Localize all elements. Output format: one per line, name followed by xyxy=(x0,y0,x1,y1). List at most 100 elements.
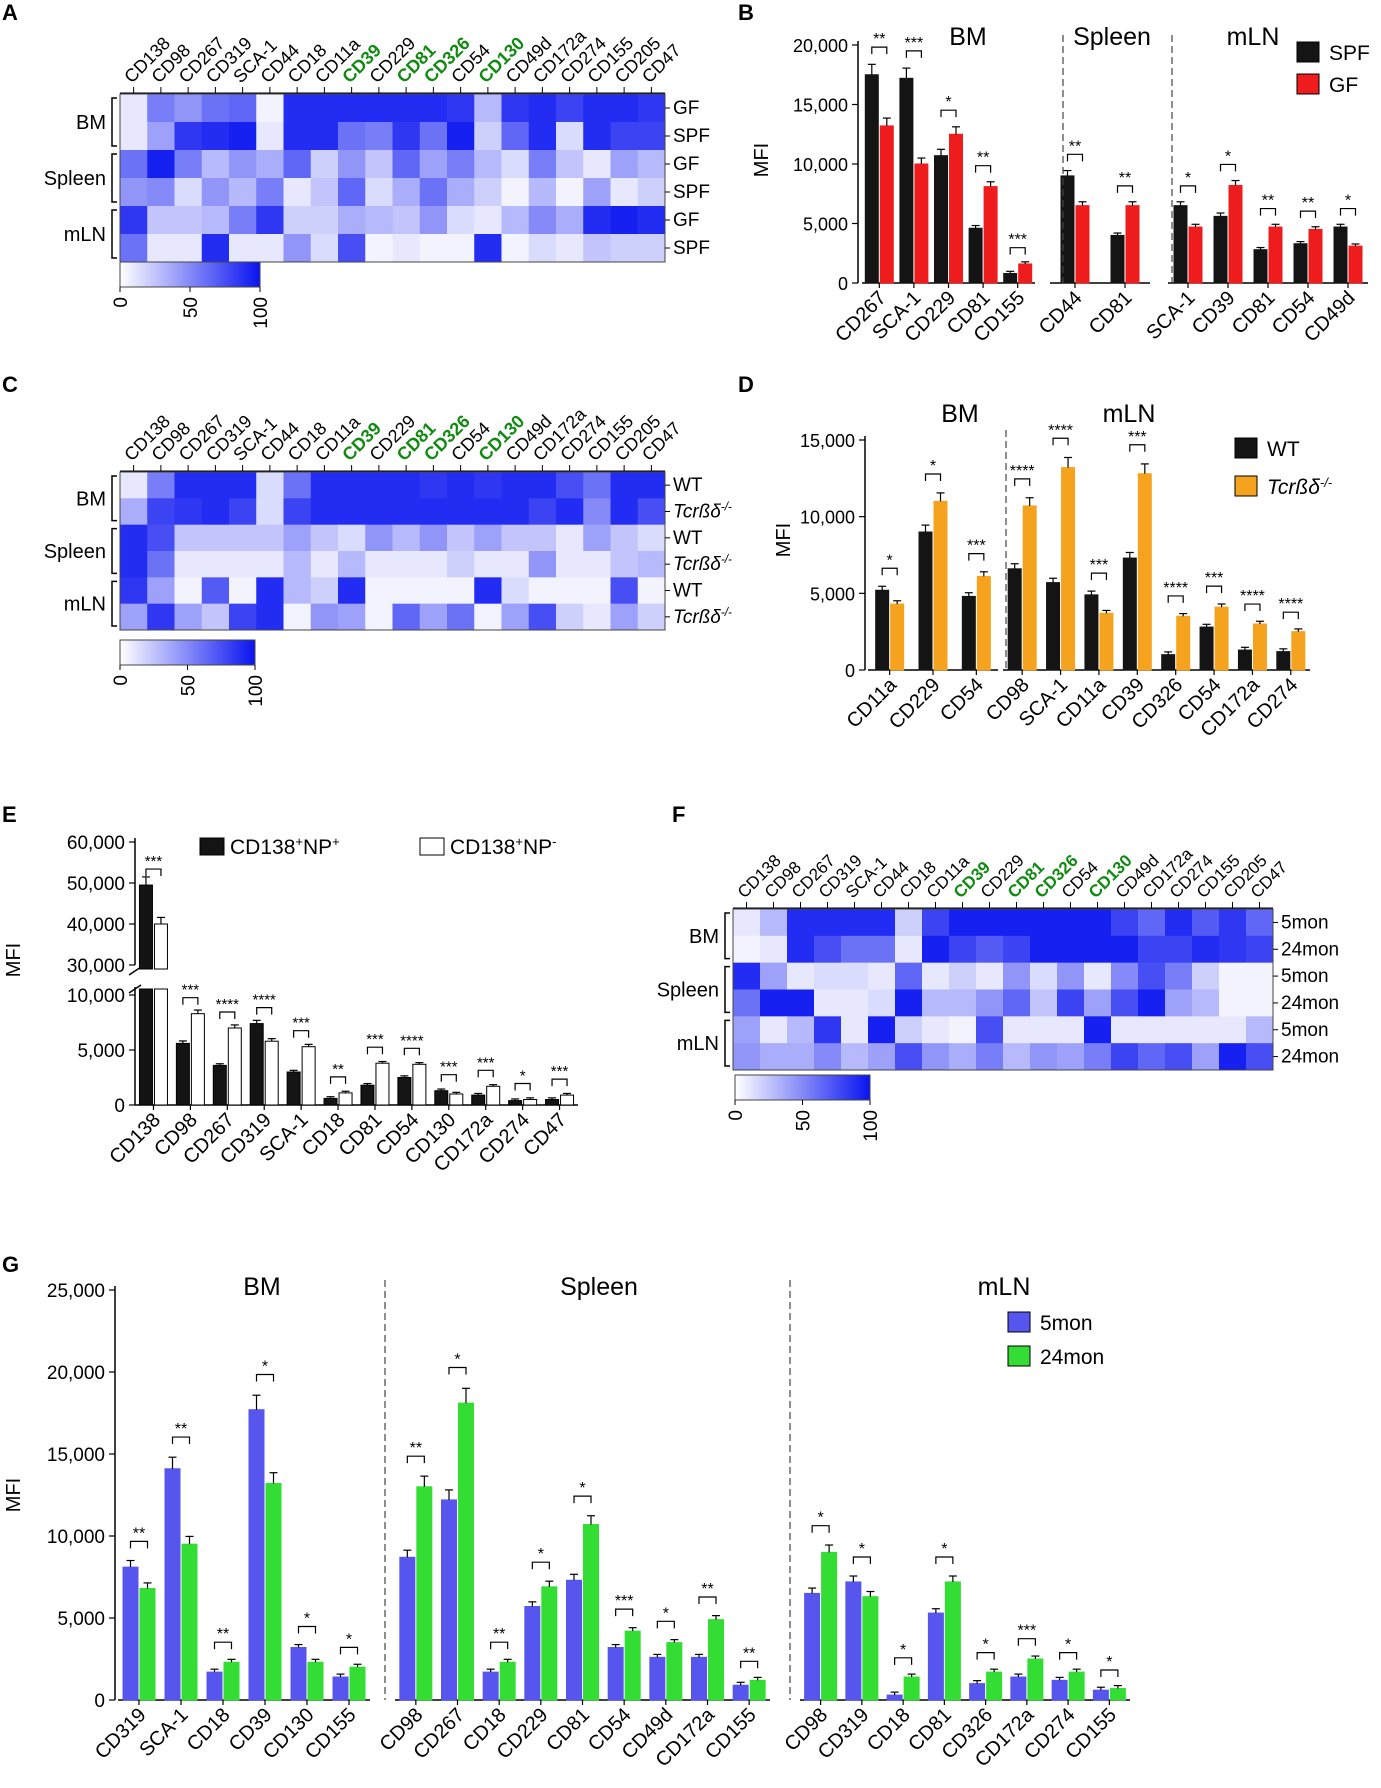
heatmap-cell xyxy=(528,603,557,631)
heatmap-cell xyxy=(338,122,366,151)
y-tick-label: 60,000 xyxy=(67,833,125,854)
heatmap-cell xyxy=(283,178,312,207)
heatmap-cell xyxy=(1192,1016,1220,1044)
heatmap-cell xyxy=(949,1043,977,1071)
bar xyxy=(560,1094,575,1106)
bar xyxy=(227,1027,242,1106)
heatmap-cell xyxy=(1165,962,1193,990)
bar xyxy=(566,1579,582,1701)
y-tick-label: 50,000 xyxy=(67,874,125,895)
heatmap-cell xyxy=(338,498,366,526)
colorbar-tick-label: 50 xyxy=(179,675,200,696)
legend-swatch xyxy=(199,837,225,856)
heatmap-cell xyxy=(1246,962,1274,990)
heatmap-cell xyxy=(583,234,611,263)
heatmap-cell xyxy=(610,577,639,605)
heatmap-cell xyxy=(447,603,475,631)
colorbar-tick-label: 100 xyxy=(246,675,267,707)
heatmap-cell xyxy=(1192,962,1220,990)
heatmap-cell xyxy=(1219,935,1247,964)
significance-label: * xyxy=(346,1631,352,1648)
row-label: 24mon xyxy=(1281,1047,1339,1068)
heatmap-cell xyxy=(501,577,530,605)
significance-label: * xyxy=(538,1546,544,1563)
heatmap-cell xyxy=(583,577,611,605)
x-tick-label: CD319 xyxy=(91,1704,151,1764)
heatmap-cell xyxy=(419,472,448,499)
significance-bracket xyxy=(615,1608,634,1617)
group-title: Spleen xyxy=(1073,23,1151,51)
row-label: SPF xyxy=(673,238,710,259)
heatmap-cell xyxy=(229,94,257,123)
panel-g-bar-chart: G05,00010,00015,00020,00025,000MFIBM**CD… xyxy=(2,1252,1130,1771)
bar xyxy=(949,133,963,284)
bar xyxy=(486,1085,501,1106)
significance-bracket xyxy=(514,1082,531,1091)
heatmap-cell xyxy=(256,94,284,123)
heatmap-cell xyxy=(949,909,977,937)
bar xyxy=(153,923,168,970)
heatmap-cell xyxy=(528,577,557,605)
significance-label: ** xyxy=(1262,193,1274,210)
significance-bracket xyxy=(366,1046,384,1055)
bar xyxy=(944,1581,961,1701)
significance-bracket xyxy=(551,1078,568,1087)
bar xyxy=(804,1592,821,1701)
heatmap-cell xyxy=(1219,962,1247,990)
heatmap-cell xyxy=(310,603,339,631)
bar xyxy=(1010,1676,1027,1701)
heatmap-cell xyxy=(120,206,148,235)
significance-label: ** xyxy=(701,1581,713,1598)
y-tick-label: 10,000 xyxy=(793,155,848,175)
significance-bracket xyxy=(1129,444,1146,452)
heatmap-cell xyxy=(868,989,896,1017)
heatmap-cell xyxy=(637,498,666,526)
heatmap-cell xyxy=(1219,989,1247,1017)
legend-label: CD138+NP+ xyxy=(230,834,340,859)
heatmap-cell xyxy=(365,206,393,235)
y-tick-label: 5,000 xyxy=(57,1609,105,1630)
significance-label: *** xyxy=(551,1063,569,1080)
heatmap-cell xyxy=(1084,935,1112,964)
colorbar-tick-label: 100 xyxy=(861,1110,882,1142)
y-tick-label: 20,000 xyxy=(47,1363,105,1384)
heatmap-cell xyxy=(556,577,584,605)
row-label: 5mon xyxy=(1281,966,1329,987)
heatmap-cell xyxy=(474,472,502,499)
significance-bracket xyxy=(329,1076,347,1084)
bar xyxy=(890,603,905,671)
heatmap-cell xyxy=(474,577,502,605)
heatmap-cell xyxy=(895,935,923,964)
bar xyxy=(691,1656,707,1701)
group-label: Spleen xyxy=(657,980,719,1002)
bar xyxy=(338,1092,353,1106)
heatmap-cell xyxy=(787,962,815,990)
heatmap-cell xyxy=(474,206,502,235)
heatmap-cell xyxy=(1030,1043,1058,1071)
group-label: BM xyxy=(76,112,106,134)
heatmap-cell xyxy=(174,472,203,499)
heatmap-cell xyxy=(787,909,815,937)
group-label: mLN xyxy=(64,594,106,616)
legend-label: CD138+NP- xyxy=(450,834,557,859)
heatmap-cell xyxy=(868,1016,896,1044)
bar xyxy=(1125,205,1140,284)
heatmap-cell xyxy=(922,989,950,1017)
legend-swatch xyxy=(1296,73,1320,95)
heatmap-cell xyxy=(583,94,611,123)
heatmap-cell xyxy=(419,234,448,263)
heatmap-cell xyxy=(310,122,339,151)
panel-label: G xyxy=(2,1252,19,1277)
bar xyxy=(666,1642,683,1701)
significance-bracket xyxy=(1009,247,1026,255)
significance-bracket xyxy=(924,473,942,482)
heatmap-cell xyxy=(1084,909,1112,937)
row-label: Tcrßδ-/- xyxy=(673,553,732,575)
heatmap-cell xyxy=(610,150,639,179)
bar xyxy=(934,155,948,284)
heatmap-cell xyxy=(174,524,203,552)
row-label: Tcrßδ-/- xyxy=(673,606,732,628)
heatmap-cell xyxy=(147,122,175,151)
heatmap-cell xyxy=(1084,1016,1112,1044)
